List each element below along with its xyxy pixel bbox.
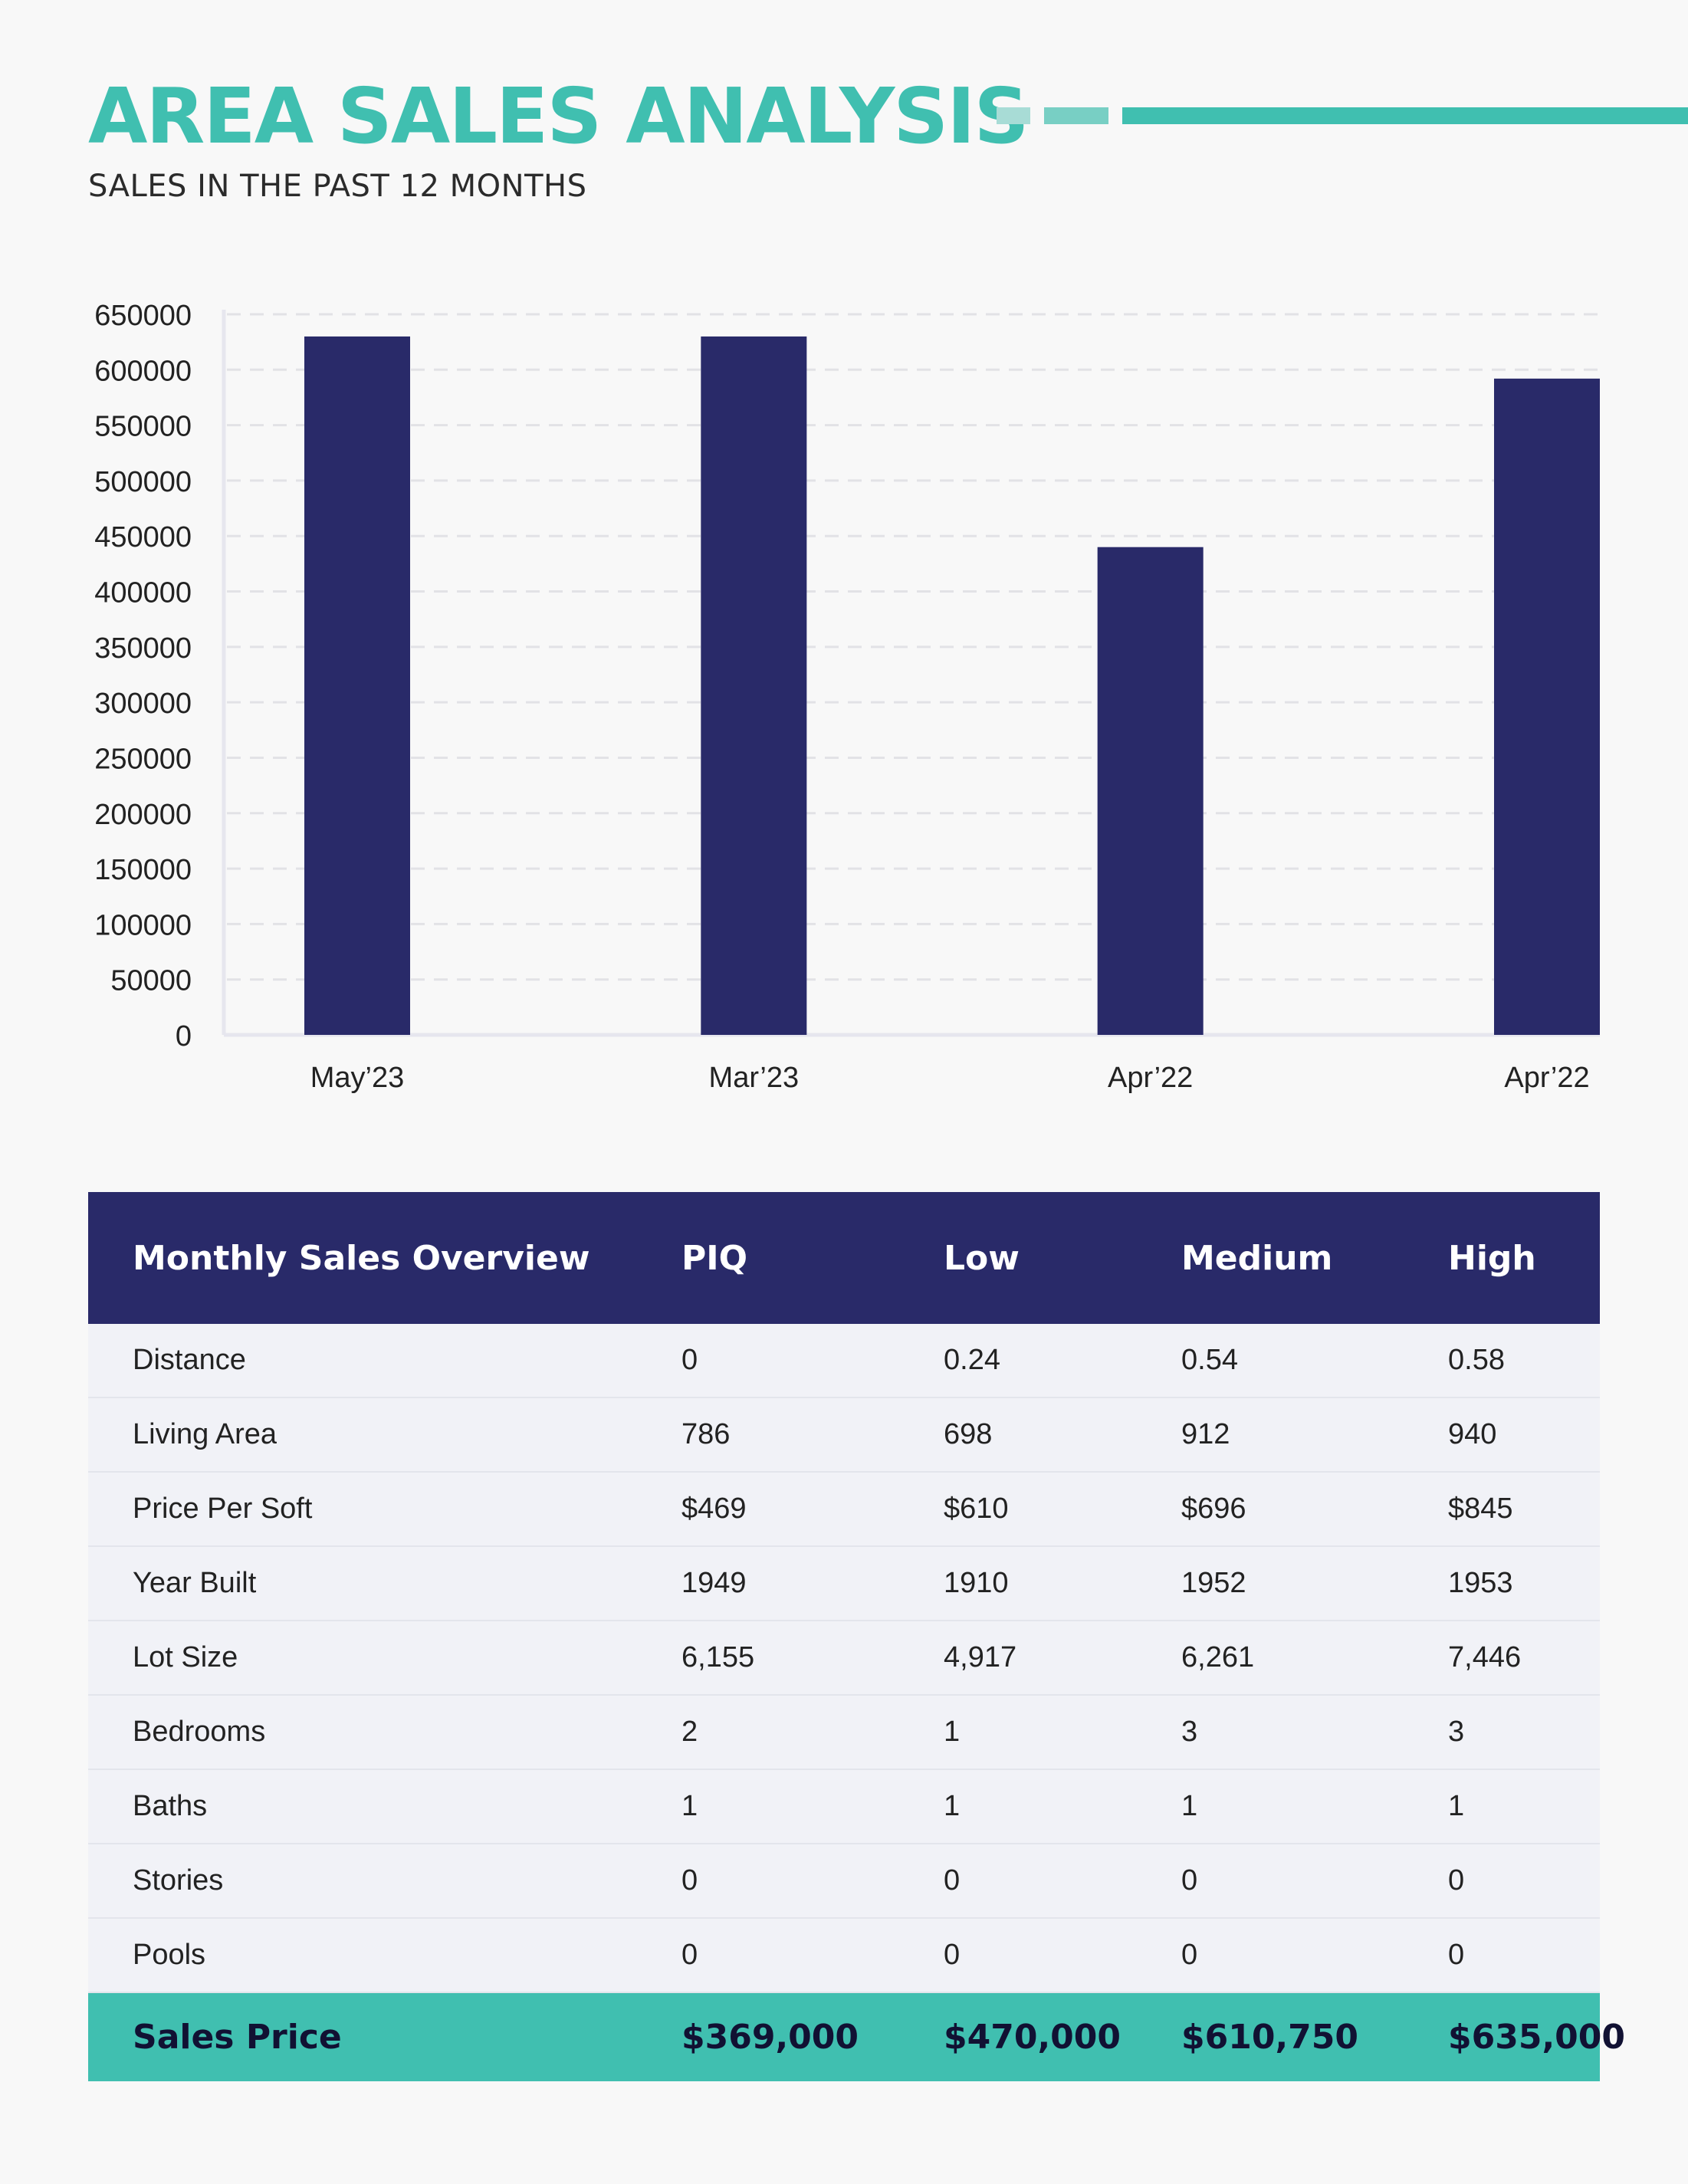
bar [304, 336, 410, 1035]
header-cell-high: High [1448, 1238, 1536, 1278]
cell-low: 0.24 [944, 1344, 1000, 1376]
cell-low: 4,917 [944, 1641, 1017, 1673]
y-tick-label: 650000 [94, 300, 192, 332]
y-tick-label: 50000 [110, 965, 192, 997]
sales-bar-chart: 0 50000 100000 150000 200000 250000 300000 3500… [94, 300, 1600, 1094]
table-row: Living Area 786 698 912 940 [88, 1398, 1600, 1473]
x-tick-label: Apr’22 [1108, 1062, 1193, 1094]
y-tick-label: 100000 [94, 909, 192, 941]
header-cell-piq: PIQ [681, 1238, 748, 1278]
row-label: Lot Size [133, 1641, 238, 1673]
cell-high: 0.58 [1448, 1344, 1505, 1376]
cell-medium: 912 [1181, 1418, 1230, 1450]
cell-piq: 2 [681, 1716, 698, 1748]
footer-cell-low: $470,000 [944, 2018, 1122, 2057]
row-label: Distance [133, 1344, 246, 1376]
footer-cell-medium: $610,750 [1181, 2018, 1359, 2057]
bar [1494, 378, 1600, 1035]
cell-high: 0 [1448, 1939, 1465, 1971]
row-label: Baths [133, 1790, 208, 1822]
y-tick-label: 550000 [94, 411, 192, 443]
accent-bar-medium [1044, 107, 1108, 124]
table-header-row: Monthly Sales Overview PIQ Low Medium Hi… [88, 1192, 1600, 1324]
row-label: Pools [133, 1939, 206, 1971]
table-row: Year Built 1949 1910 1952 1953 [88, 1547, 1600, 1621]
y-tick-label: 500000 [94, 466, 192, 498]
header-cell-medium: Medium [1181, 1238, 1333, 1278]
y-tick-label: 350000 [94, 632, 192, 665]
footer-label: Sales Price [133, 2018, 342, 2057]
y-tick-label: 300000 [94, 688, 192, 720]
cell-high: $845 [1448, 1493, 1513, 1525]
cell-piq: 1 [681, 1790, 698, 1822]
cell-medium: 0.54 [1181, 1344, 1238, 1376]
cell-high: 1953 [1448, 1567, 1513, 1599]
cell-medium: 0 [1181, 1864, 1198, 1897]
cell-medium: 6,261 [1181, 1641, 1255, 1673]
y-tick-label: 150000 [94, 854, 192, 886]
cell-high: 0 [1448, 1864, 1465, 1897]
cell-medium: 3 [1181, 1716, 1198, 1748]
table-row: Lot Size 6,155 4,917 6,261 7,446 [88, 1621, 1600, 1696]
cell-high: 7,446 [1448, 1641, 1522, 1673]
row-label: Price Per Soft [133, 1493, 313, 1525]
y-tick-label: 250000 [94, 743, 192, 775]
cell-low: $610 [944, 1493, 1009, 1525]
cell-piq: 1949 [681, 1567, 747, 1599]
row-label: Living Area [133, 1418, 278, 1450]
row-label: Stories [133, 1864, 224, 1897]
cell-low: 1 [944, 1790, 961, 1822]
y-tick-label: 200000 [94, 799, 192, 831]
cell-medium: 1 [1181, 1790, 1198, 1822]
cell-piq: 786 [681, 1418, 731, 1450]
cell-high: 1 [1448, 1790, 1465, 1822]
cell-low: 0 [944, 1864, 961, 1897]
table-row: Stories 0 0 0 0 [88, 1844, 1600, 1919]
header-cell-low: Low [944, 1238, 1020, 1278]
x-tick-label: May’23 [310, 1062, 405, 1094]
cell-high: 3 [1448, 1716, 1465, 1748]
y-tick-label: 0 [176, 1020, 192, 1053]
table-row: Pools 0 0 0 0 [88, 1919, 1600, 1993]
cell-low: 698 [944, 1418, 993, 1450]
cell-medium: 0 [1181, 1939, 1198, 1971]
table-row: Baths 1 1 1 1 [88, 1770, 1600, 1844]
footer-cell-piq: $369,000 [681, 2018, 859, 2057]
y-tick-label: 600000 [94, 355, 192, 387]
x-tick-label: Apr’22 [1504, 1062, 1589, 1094]
y-tick-label: 450000 [94, 521, 192, 553]
cell-piq: 0 [681, 1939, 698, 1971]
accent-bar-small [997, 107, 1030, 124]
footer-cell-high: $635,000 [1448, 2018, 1626, 2057]
y-tick-label: 400000 [94, 577, 192, 609]
cell-piq: 0 [681, 1344, 698, 1376]
cell-low: 1910 [944, 1567, 1009, 1599]
bar [701, 336, 807, 1035]
cell-low: 0 [944, 1939, 961, 1971]
page-subtitle: SALES IN THE PAST 12 MONTHS [88, 169, 587, 204]
cell-piq: $469 [681, 1493, 747, 1525]
x-tick-label: Mar’23 [709, 1062, 800, 1094]
row-label: Year Built [133, 1567, 257, 1599]
table-row: Distance 0 0.24 0.54 0.58 [88, 1324, 1600, 1398]
page-title: AREA SALES ANALYSIS [88, 71, 1029, 161]
header-cell-overview: Monthly Sales Overview [133, 1238, 590, 1278]
cell-high: 940 [1448, 1418, 1497, 1450]
table-row: Price Per Soft $469 $610 $696 $845 [88, 1473, 1600, 1547]
monthly-sales-table: Monthly Sales Overview PIQ Low Medium Hi… [88, 1192, 1626, 2081]
cell-low: 1 [944, 1716, 961, 1748]
cell-piq: 0 [681, 1864, 698, 1897]
cell-medium: 1952 [1181, 1567, 1246, 1599]
table-footer-row: Sales Price $369,000 $470,000 $610,750 $… [88, 1993, 1626, 2081]
row-label: Bedrooms [133, 1716, 266, 1748]
accent-bar-long [1122, 107, 1688, 124]
cell-medium: $696 [1181, 1493, 1246, 1525]
cell-piq: 6,155 [681, 1641, 755, 1673]
table-row: Bedrooms 2 1 3 3 [88, 1696, 1600, 1770]
bar [1097, 547, 1204, 1035]
